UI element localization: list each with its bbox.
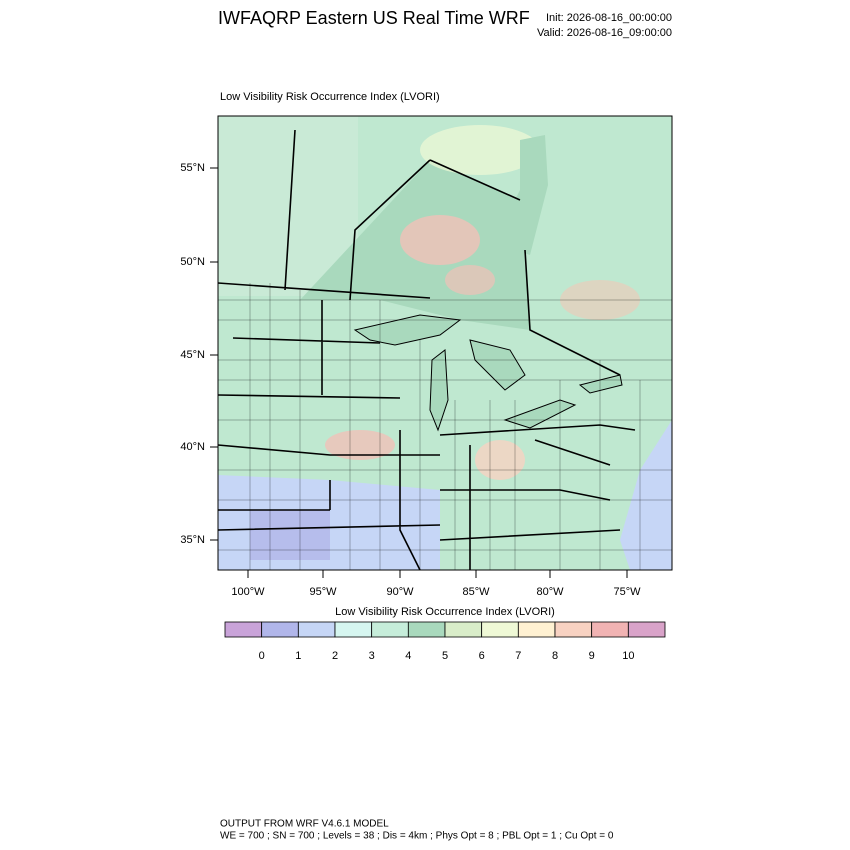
lat-label: 45°N: [180, 349, 205, 361]
init-time: Init: 2026-08-16_00:00:00: [546, 12, 672, 24]
lon-label: 95°W: [309, 586, 337, 598]
colorbar-label: 2: [332, 650, 338, 662]
colorbar-label: 3: [369, 650, 375, 662]
lon-label: 80°W: [536, 586, 564, 598]
colorbar-label: 1: [295, 650, 301, 662]
lat-label: 50°N: [180, 256, 205, 268]
colorbar-box: [334, 621, 373, 638]
valid-time: Valid: 2026-08-16_09:00:00: [537, 27, 672, 39]
colorbar-label: 9: [589, 650, 595, 662]
colorbar-box: [627, 621, 666, 638]
lon-label: 75°W: [613, 586, 641, 598]
colorbar-title: Low Visibility Risk Occurrence Index (LV…: [335, 606, 555, 618]
lon-label: 90°W: [386, 586, 414, 598]
lon-label: 100°W: [231, 586, 265, 598]
colorbar-box: [517, 621, 556, 638]
lat-label: 35°N: [180, 534, 205, 546]
footer-line: WE = 700 ; SN = 700 ; Levels = 38 ; Dis …: [220, 831, 614, 842]
colorbar-box: [261, 621, 299, 638]
lon-label: 85°W: [462, 586, 490, 598]
colorbar-label: 10: [622, 650, 634, 662]
map-title: Low Visibility Risk Occurrence Index (LV…: [220, 91, 440, 103]
colorbar-label: 0: [259, 650, 265, 662]
map-area: [218, 116, 672, 570]
colorbar-label: 4: [405, 650, 411, 662]
colorbar-box: [481, 621, 519, 638]
colorbar-label: 8: [552, 650, 558, 662]
lat-label: 40°N: [180, 441, 205, 453]
colorbar-box: [554, 621, 593, 638]
colorbar-label: 7: [515, 650, 521, 662]
colorbar-label: 5: [442, 650, 448, 662]
colorbar-box: [407, 621, 446, 638]
colorbar-box: [591, 621, 629, 638]
colorbar-box: [371, 621, 409, 638]
title: IWFAQRP Eastern US Real Time WRF: [218, 8, 530, 28]
colorbar-label: 6: [479, 650, 485, 662]
lat-label: 55°N: [180, 162, 205, 174]
colorbar-box: [297, 621, 336, 638]
colorbar-box: [444, 621, 483, 638]
footer-line: OUTPUT FROM WRF V4.6.1 MODEL: [220, 819, 389, 830]
colorbar-box: [224, 621, 263, 638]
